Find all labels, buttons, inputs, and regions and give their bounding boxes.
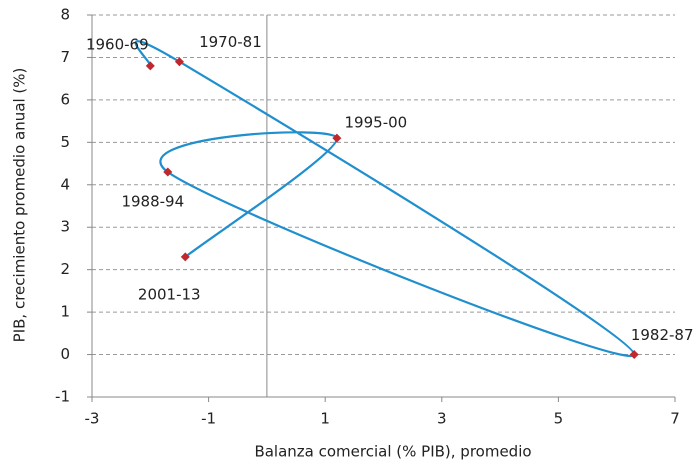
- marker: [174, 57, 184, 67]
- y-tick-label: 1: [60, 303, 70, 321]
- x-tick-label: 5: [554, 410, 564, 428]
- y-axis-title: PIB, crecimiento promedio anual (%): [11, 68, 29, 343]
- marker: [629, 350, 639, 360]
- y-tick-label: 7: [60, 48, 70, 66]
- y-tick-label: 8: [60, 6, 70, 24]
- point-label: 1988-94: [121, 193, 184, 211]
- y-tick-label: 3: [60, 218, 70, 236]
- marker: [163, 167, 173, 177]
- series-line: [134, 40, 636, 358]
- x-tick-label: 1: [320, 410, 330, 428]
- marker: [180, 252, 190, 262]
- y-tick-label: 4: [60, 175, 70, 193]
- point-label: 1960-69: [86, 35, 149, 53]
- y-tick-label: 5: [60, 133, 70, 151]
- marker: [332, 133, 342, 143]
- marker: [145, 61, 155, 71]
- y-tick-label: 0: [60, 345, 70, 363]
- x-tick-label: 7: [670, 410, 680, 428]
- point-label: 2001-13: [138, 285, 201, 303]
- x-axis-title: Balanza comercial (% PIB), promedio: [254, 443, 531, 461]
- x-tick-label: -1: [201, 410, 216, 428]
- point-label: 1995-00: [345, 114, 408, 132]
- x-tick-label: 3: [437, 410, 447, 428]
- point-label: 1970-81: [199, 33, 262, 51]
- x-tick-label: -3: [85, 410, 100, 428]
- y-tick-label: 6: [60, 90, 70, 108]
- y-tick-label: 2: [60, 260, 70, 278]
- y-tick-label: -1: [55, 388, 70, 406]
- point-label: 1982-87: [631, 326, 694, 344]
